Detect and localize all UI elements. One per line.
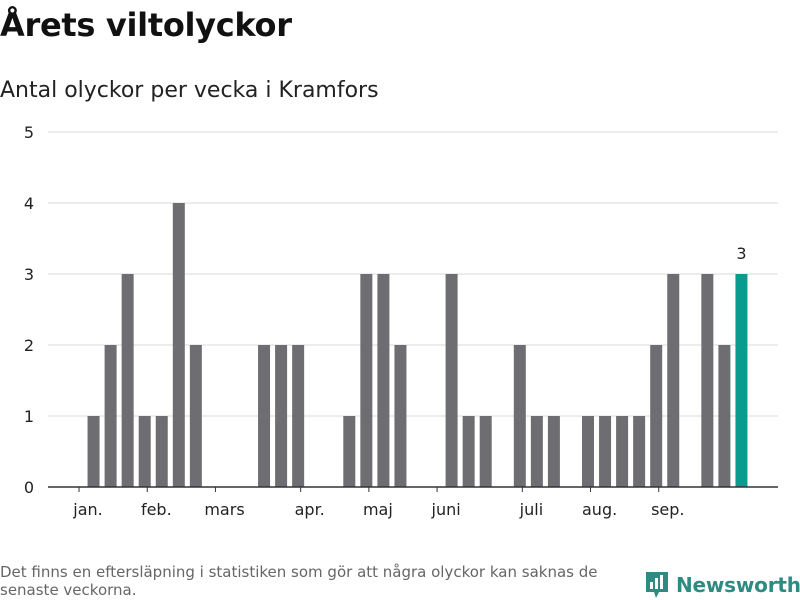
y-tick-label-5: 5 [24,123,34,142]
bar-week-38 [701,274,714,487]
month-label-aug: aug. [582,500,617,519]
y-tick-label-2: 2 [24,336,34,355]
x-axis [48,486,778,492]
bar-week-3 [104,345,117,487]
bar-week-27 [513,345,526,487]
newsworthy-logo[interactable]: Newsworthy [644,570,800,600]
y-tick-label-3: 3 [24,265,34,284]
y-tick-label-0: 0 [24,478,34,497]
bar-week-12 [258,345,271,487]
bar-week-13 [275,345,288,487]
data-labels: 3 [736,244,746,263]
chart-title: Årets viltolyckor [0,6,292,44]
bar-week-17 [343,416,356,487]
bar-week-7 [172,203,185,487]
newsworthy-bar-chart-icon [646,572,668,598]
bar-week-24 [462,416,475,487]
chart-subtitle: Antal olyckor per vecka i Kramfors [0,78,379,103]
bar-week-5 [138,416,151,487]
bar-week-18 [360,274,373,487]
y-tick-label-4: 4 [24,194,34,213]
y-axis-ticks: 0 1 2 3 4 5 [24,123,34,497]
bar-week-14 [292,345,305,487]
month-label-juli: juli [519,500,543,519]
footnote: Det finns en eftersläpning i statistiken… [0,563,598,599]
bar-week-34 [633,416,646,487]
bar-week-32 [599,416,612,487]
bars [87,203,748,487]
bar-week-28 [530,416,543,487]
bar-week-23 [445,274,458,487]
month-label-juni: juni [431,500,461,519]
bar-week-33 [616,416,629,487]
bar-chart: 0 1 2 3 4 5 jan. feb. mars apr. maj juni juli aug. se… [24,123,778,519]
month-label-sep: sep. [651,500,684,519]
y-tick-label-1: 1 [24,407,34,426]
brand-name: Newsworthy [676,573,800,597]
bar-week-8 [189,345,202,487]
bar-week-35 [650,345,663,487]
bar-week-40 [735,274,748,487]
bar-week-25 [479,416,492,487]
month-label-mars: mars [204,500,244,519]
month-label-feb: feb. [141,500,172,519]
bar-week-6 [155,416,168,487]
month-label-apr: apr. [295,500,325,519]
bar-week-39 [718,345,731,487]
highlight-value-label: 3 [736,244,746,263]
month-label-jan: jan. [72,500,102,519]
bar-week-19 [377,274,390,487]
bar-week-2 [87,416,100,487]
month-labels: jan. feb. mars apr. maj juni juli aug. sep. [72,500,684,519]
month-label-maj: maj [363,500,393,519]
bar-week-31 [582,416,594,487]
bar-week-36 [667,274,680,487]
bar-week-4 [121,274,134,487]
bar-week-29 [547,416,560,487]
bar-week-20 [394,345,407,487]
